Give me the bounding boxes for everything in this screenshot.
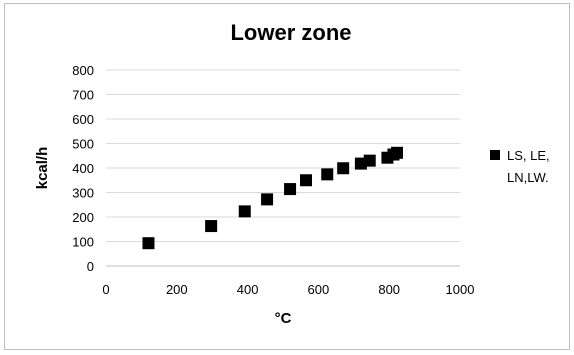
- y-tick-label-800: 800: [72, 63, 94, 78]
- x-tick-label-400: 400: [237, 282, 259, 297]
- data-point-6: [300, 174, 313, 187]
- x-tick-label-1000: 1000: [446, 282, 475, 297]
- y-axis-title: kcal/h: [34, 147, 51, 190]
- data-points: [142, 146, 403, 250]
- chart-title: Lower zone: [230, 20, 351, 45]
- y-tick-label-600: 600: [72, 112, 94, 127]
- y-tick-label-700: 700: [72, 88, 94, 103]
- data-point-1: [142, 237, 155, 250]
- x-tick-label-800: 800: [378, 282, 400, 297]
- data-point-7: [321, 168, 334, 181]
- y-tick-label-200: 200: [72, 210, 94, 225]
- y-tick-label-100: 100: [72, 235, 94, 250]
- y-tick-label-300: 300: [72, 186, 94, 201]
- y-tick-label-0: 0: [87, 259, 94, 274]
- data-point-8: [337, 162, 350, 175]
- gridlines: [106, 69, 460, 242]
- y-tick-labels: 0 100 200 300 400 500 600 700 800: [72, 63, 94, 274]
- y-tick-label-400: 400: [72, 161, 94, 176]
- x-tick-label-200: 200: [166, 282, 188, 297]
- x-tick-label-0: 0: [102, 282, 109, 297]
- data-point-5: [284, 183, 297, 196]
- data-point-4: [261, 193, 274, 206]
- chart-frame: [4, 3, 570, 350]
- y-tick-label-500: 500: [72, 137, 94, 152]
- x-tick-labels: 0 200 400 600 800 1000: [102, 282, 474, 297]
- legend: LS, LE, LN,LW.: [490, 148, 550, 185]
- legend-label-line-1: LS, LE,: [507, 148, 550, 163]
- data-point-13: [390, 146, 403, 159]
- x-axis-title: °C: [275, 310, 292, 327]
- data-point-3: [238, 205, 251, 218]
- legend-label-line-2: LN,LW.: [507, 170, 549, 185]
- data-point-10: [363, 154, 376, 167]
- x-tick-label-600: 600: [308, 282, 330, 297]
- data-point-2: [205, 220, 218, 233]
- legend-marker: [490, 150, 500, 160]
